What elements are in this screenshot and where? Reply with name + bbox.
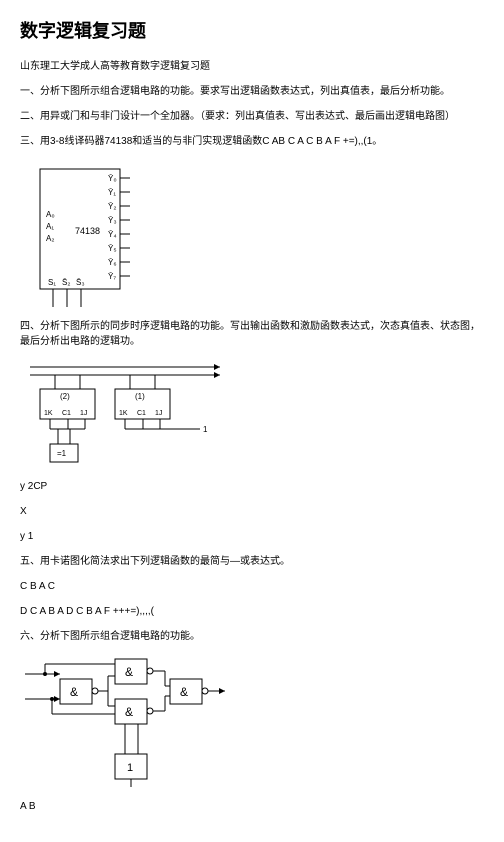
page-title: 数字逻辑复习题 [20, 18, 484, 45]
chip-right-4: Ȳ₄ [108, 230, 117, 239]
chip-right-5: Ȳ₅ [108, 244, 117, 253]
chip-bottom-1: S̄₂ [62, 278, 70, 287]
subtitle: 山东理工大学成人高等教育数字逻辑复习题 [20, 59, 484, 74]
label-y1: y 1 [20, 529, 484, 544]
label-x: X [20, 504, 484, 519]
chip-bottom-2: S̄₃ [76, 278, 85, 287]
and-gate-1: & [70, 685, 78, 699]
ff-box2-label: (2) [60, 392, 70, 401]
chip-right-0: Ȳ₀ [108, 174, 117, 183]
chip-left-0: A₀ [46, 210, 55, 219]
ff-out-1: 1 [203, 425, 208, 434]
question-5: 五、用卡诺图化简法求出下列逻辑函数的最简与—或表达式。 [20, 554, 484, 569]
expr-2: D C A B A D C B A F +++=),,,,( [20, 604, 484, 619]
ff-port-c1-1: C1 [137, 410, 146, 417]
chip-right-1: Ȳ₁ [108, 188, 116, 197]
question-3: 三、用3-8线译码器74138和适当的与非门实现逻辑函数C AB C A C B… [20, 134, 484, 149]
and-gate-3: & [125, 705, 133, 719]
figure-combinational: & & & & 1 [20, 654, 484, 789]
ff-port-1k-1: 1K [119, 410, 128, 417]
chip-right-7: Ȳ₇ [108, 272, 116, 281]
label-ab: A B [20, 799, 484, 814]
chip-left-1: A₁ [46, 222, 54, 231]
ff-port-c1-2: C1 [62, 410, 71, 417]
label-y2cp: y 2CP [20, 479, 484, 494]
ff-box1-label: (1) [135, 392, 145, 401]
ff-port-1j-1: 1J [155, 410, 162, 417]
figure-flipflop: (2) 1K C1 1J (1) 1K C1 1J 1 =1 [20, 359, 484, 469]
expr-1: C B A C [20, 579, 484, 594]
ff-port-1j-2: 1J [80, 410, 87, 417]
question-1: 一、分析下图所示组合逻辑电路的功能。要求写出逻辑函数表达式，列出真值表，最后分析… [20, 84, 484, 99]
question-6: 六、分析下图所示组合逻辑电路的功能。 [20, 629, 484, 644]
figure-74138: 74138 A₀ A₁ A₂ Ȳ₀ Ȳ₁ Ȳ₂ Ȳ₃ Ȳ₄ Ȳ₅ Ȳ₆ Ȳ₇ S… [20, 159, 484, 309]
question-2: 二、用异或门和与非门设计一个全加器。（要求：列出真值表、写出表达式、最后画出逻辑… [20, 109, 484, 124]
chip-left-2: A₂ [46, 234, 54, 243]
question-4: 四、分析下图所示的同步时序逻辑电路的功能。写出输出函数和激励函数表达式，次态真值… [20, 319, 484, 349]
or-gate-1: 1 [127, 762, 133, 774]
and-gate-4: & [180, 685, 188, 699]
chip-right-2: Ȳ₂ [108, 202, 116, 211]
chip-bottom-0: S₁ [48, 278, 56, 287]
chip-name: 74138 [75, 226, 100, 236]
ff-port-1k-2: 1K [44, 410, 53, 417]
and-gate-2: & [125, 665, 133, 679]
chip-right-6: Ȳ₆ [108, 258, 117, 267]
chip-right-3: Ȳ₃ [108, 216, 117, 225]
xor-gate-label: =1 [57, 449, 67, 458]
